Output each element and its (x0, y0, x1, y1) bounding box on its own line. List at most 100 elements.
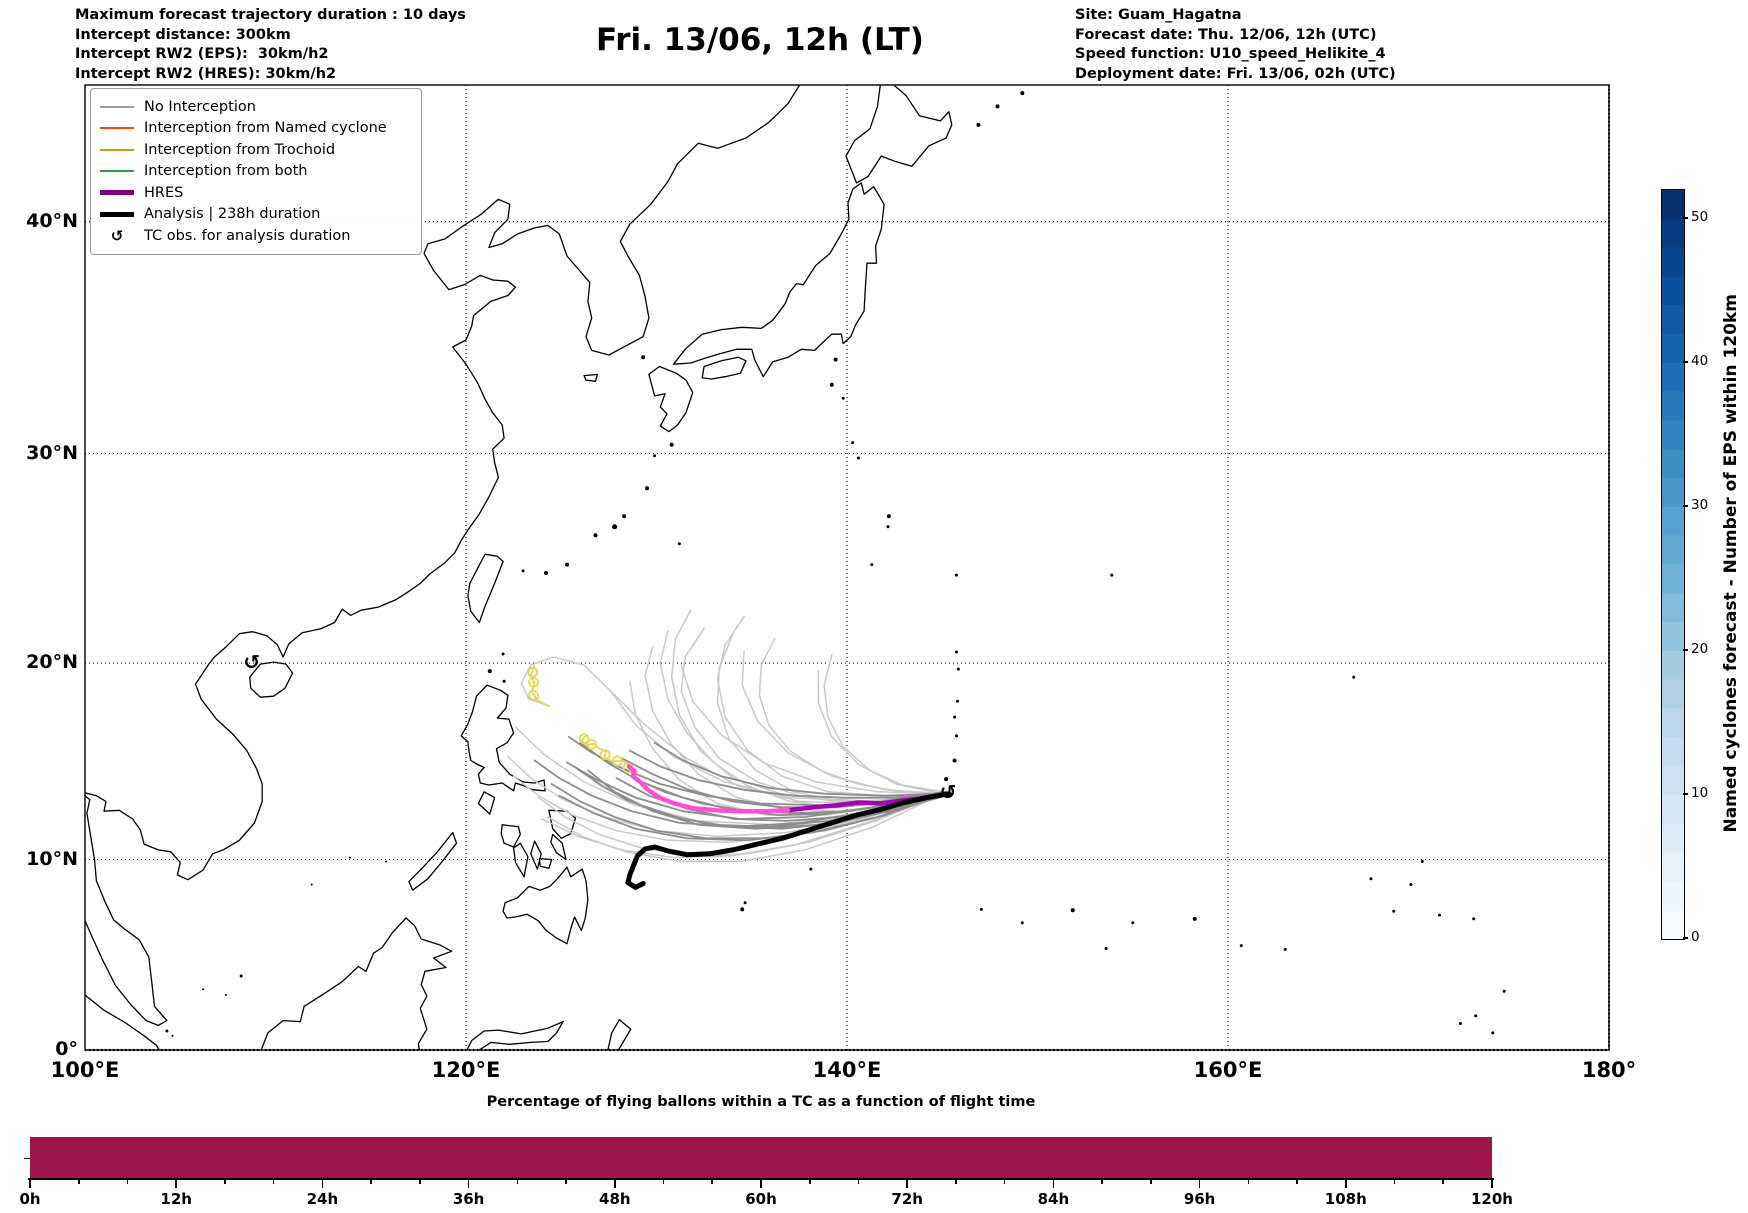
island-dot (955, 650, 958, 654)
flight-chart-major-tick (614, 1179, 616, 1188)
coastline (85, 85, 801, 881)
coastline (249, 661, 294, 698)
coastline (85, 795, 168, 1027)
island-dot (669, 442, 674, 447)
legend-line-swatch (99, 190, 135, 196)
flight-chart-x-label: 60h (745, 1190, 777, 1208)
flight-chart-major-tick (467, 1179, 470, 1188)
legend-item-label: Interception from Trochoid (144, 141, 336, 158)
legend-item-label: TC obs. for analysis duration (144, 227, 351, 244)
island-dot (886, 514, 891, 519)
flight-chart-minor-tick (126, 1179, 129, 1185)
eps-track-no-interception (541, 792, 945, 859)
island-dot (944, 777, 949, 782)
flight-chart-major-tick (1345, 1179, 1347, 1188)
island-dot (385, 860, 387, 863)
island-dot (1239, 944, 1243, 948)
flight-chart-title: Percentage of flying ballons within a TC… (486, 1094, 1036, 1110)
legend-line-swatch (99, 170, 135, 173)
eps-track-no-interception (547, 792, 944, 863)
eps-track-no-interception (817, 670, 944, 793)
coastline (607, 1019, 632, 1050)
colorbar (1661, 189, 1685, 940)
island-dot (612, 524, 618, 530)
lon-tick-label: 120°E (431, 1058, 501, 1082)
island-dot (841, 396, 845, 400)
site-info-line: Deployment date: Fri. 13/06, 02h (UTC) (1075, 65, 1396, 82)
flight-chart-major-tick (321, 1179, 324, 1188)
flight-chart-minor-tick (77, 1179, 80, 1185)
colorbar-tick (1683, 937, 1688, 939)
colorbar-label: Named cyclones forecast - Number of EPS … (1721, 294, 1741, 833)
legend-line (100, 190, 134, 196)
flight-chart-major-tick (1491, 1179, 1493, 1188)
coastline (845, 85, 953, 184)
flight-chart-major-tick (29, 1179, 31, 1188)
island-dot (544, 571, 548, 575)
flight-chart-minor-tick (1442, 1179, 1445, 1185)
flight-chart-x-label: 108h (1324, 1190, 1367, 1208)
coastline (583, 373, 599, 382)
island-dot (1392, 909, 1396, 913)
legend: No Interception Interception from Named c… (90, 88, 422, 255)
trochoid-loop (612, 755, 623, 767)
island-dot (501, 652, 505, 656)
island-dot (1283, 947, 1287, 951)
flight-chart-minor-tick (1150, 1179, 1152, 1185)
island-dot (995, 104, 1000, 109)
site-info-line: Forecast date: Thu. 12/06, 12h (UTC) (1075, 26, 1377, 43)
eps-track (628, 749, 946, 799)
legend-item: ↺ TC obs. for analysis duration (99, 225, 411, 247)
island-dot (1438, 913, 1441, 917)
colorbar-tick-label: 10 (1691, 784, 1709, 801)
island-dot (856, 456, 860, 460)
flight-chart-x-label: 120h (1471, 1190, 1513, 1208)
tc-obs-icon: ↺ (243, 650, 260, 674)
legend-line-swatch (99, 148, 135, 151)
flight-chart-minor-tick (419, 1179, 421, 1185)
flight-chart-minor-tick (1393, 1179, 1396, 1185)
flight-chart-minor-tick (224, 1179, 226, 1185)
island-dot (1020, 91, 1025, 96)
coastline (260, 917, 453, 1050)
flight-chart-x-label: 96h (1183, 1190, 1216, 1208)
site-info-block: Site: Guam_Hagatna Forecast date: Thu. 12… (1075, 6, 1396, 84)
island-dot (1020, 921, 1024, 925)
legend-item: Interception from both (99, 161, 411, 183)
colorbar-tick (1683, 217, 1688, 219)
analysis-track (625, 791, 952, 890)
island-dot (1409, 883, 1413, 886)
flight-chart-minor-tick (808, 1179, 811, 1185)
flight-chart-x-label: 48h (599, 1190, 631, 1208)
lat-tick-label: 40°N (26, 209, 78, 232)
island-dot (952, 758, 957, 763)
legend-line-swatch (99, 127, 135, 130)
run-parameter-line: Maximum forecast trajectory duration : 1… (75, 7, 466, 23)
legend-item-label: Interception from both (144, 163, 308, 180)
flight-chart-y-tick (24, 1157, 30, 1160)
island-dot (979, 907, 983, 911)
legend-item-label: HRES (144, 184, 184, 201)
legend-item-label: Analysis | 238h duration (144, 206, 321, 223)
flight-chart-x-label: 0h (19, 1190, 41, 1208)
coastline (550, 833, 567, 861)
map-frame (84, 84, 1610, 1051)
flight-chart-minor-tick (955, 1179, 957, 1185)
coastline (701, 356, 747, 380)
island-dot (956, 699, 959, 703)
lon-tick-label: 160°E (1193, 1058, 1263, 1082)
flight-chart-minor-tick (1101, 1179, 1103, 1185)
island-dot (1472, 917, 1476, 921)
eps-track-no-interception (823, 654, 944, 795)
island-dot (653, 454, 657, 458)
flight-chart-major-tick (1052, 1179, 1055, 1188)
island-dot (677, 542, 681, 546)
lon-tick-label: 180° (1581, 1058, 1637, 1082)
coastline (500, 824, 521, 848)
island-dot (645, 486, 649, 491)
hres-track-west (626, 764, 791, 814)
lon-tick-label: 100°E (50, 1058, 120, 1082)
run-parameter-line: Intercept distance: 300km (75, 26, 291, 43)
legend-line (100, 148, 134, 151)
island-dot (1131, 921, 1135, 925)
